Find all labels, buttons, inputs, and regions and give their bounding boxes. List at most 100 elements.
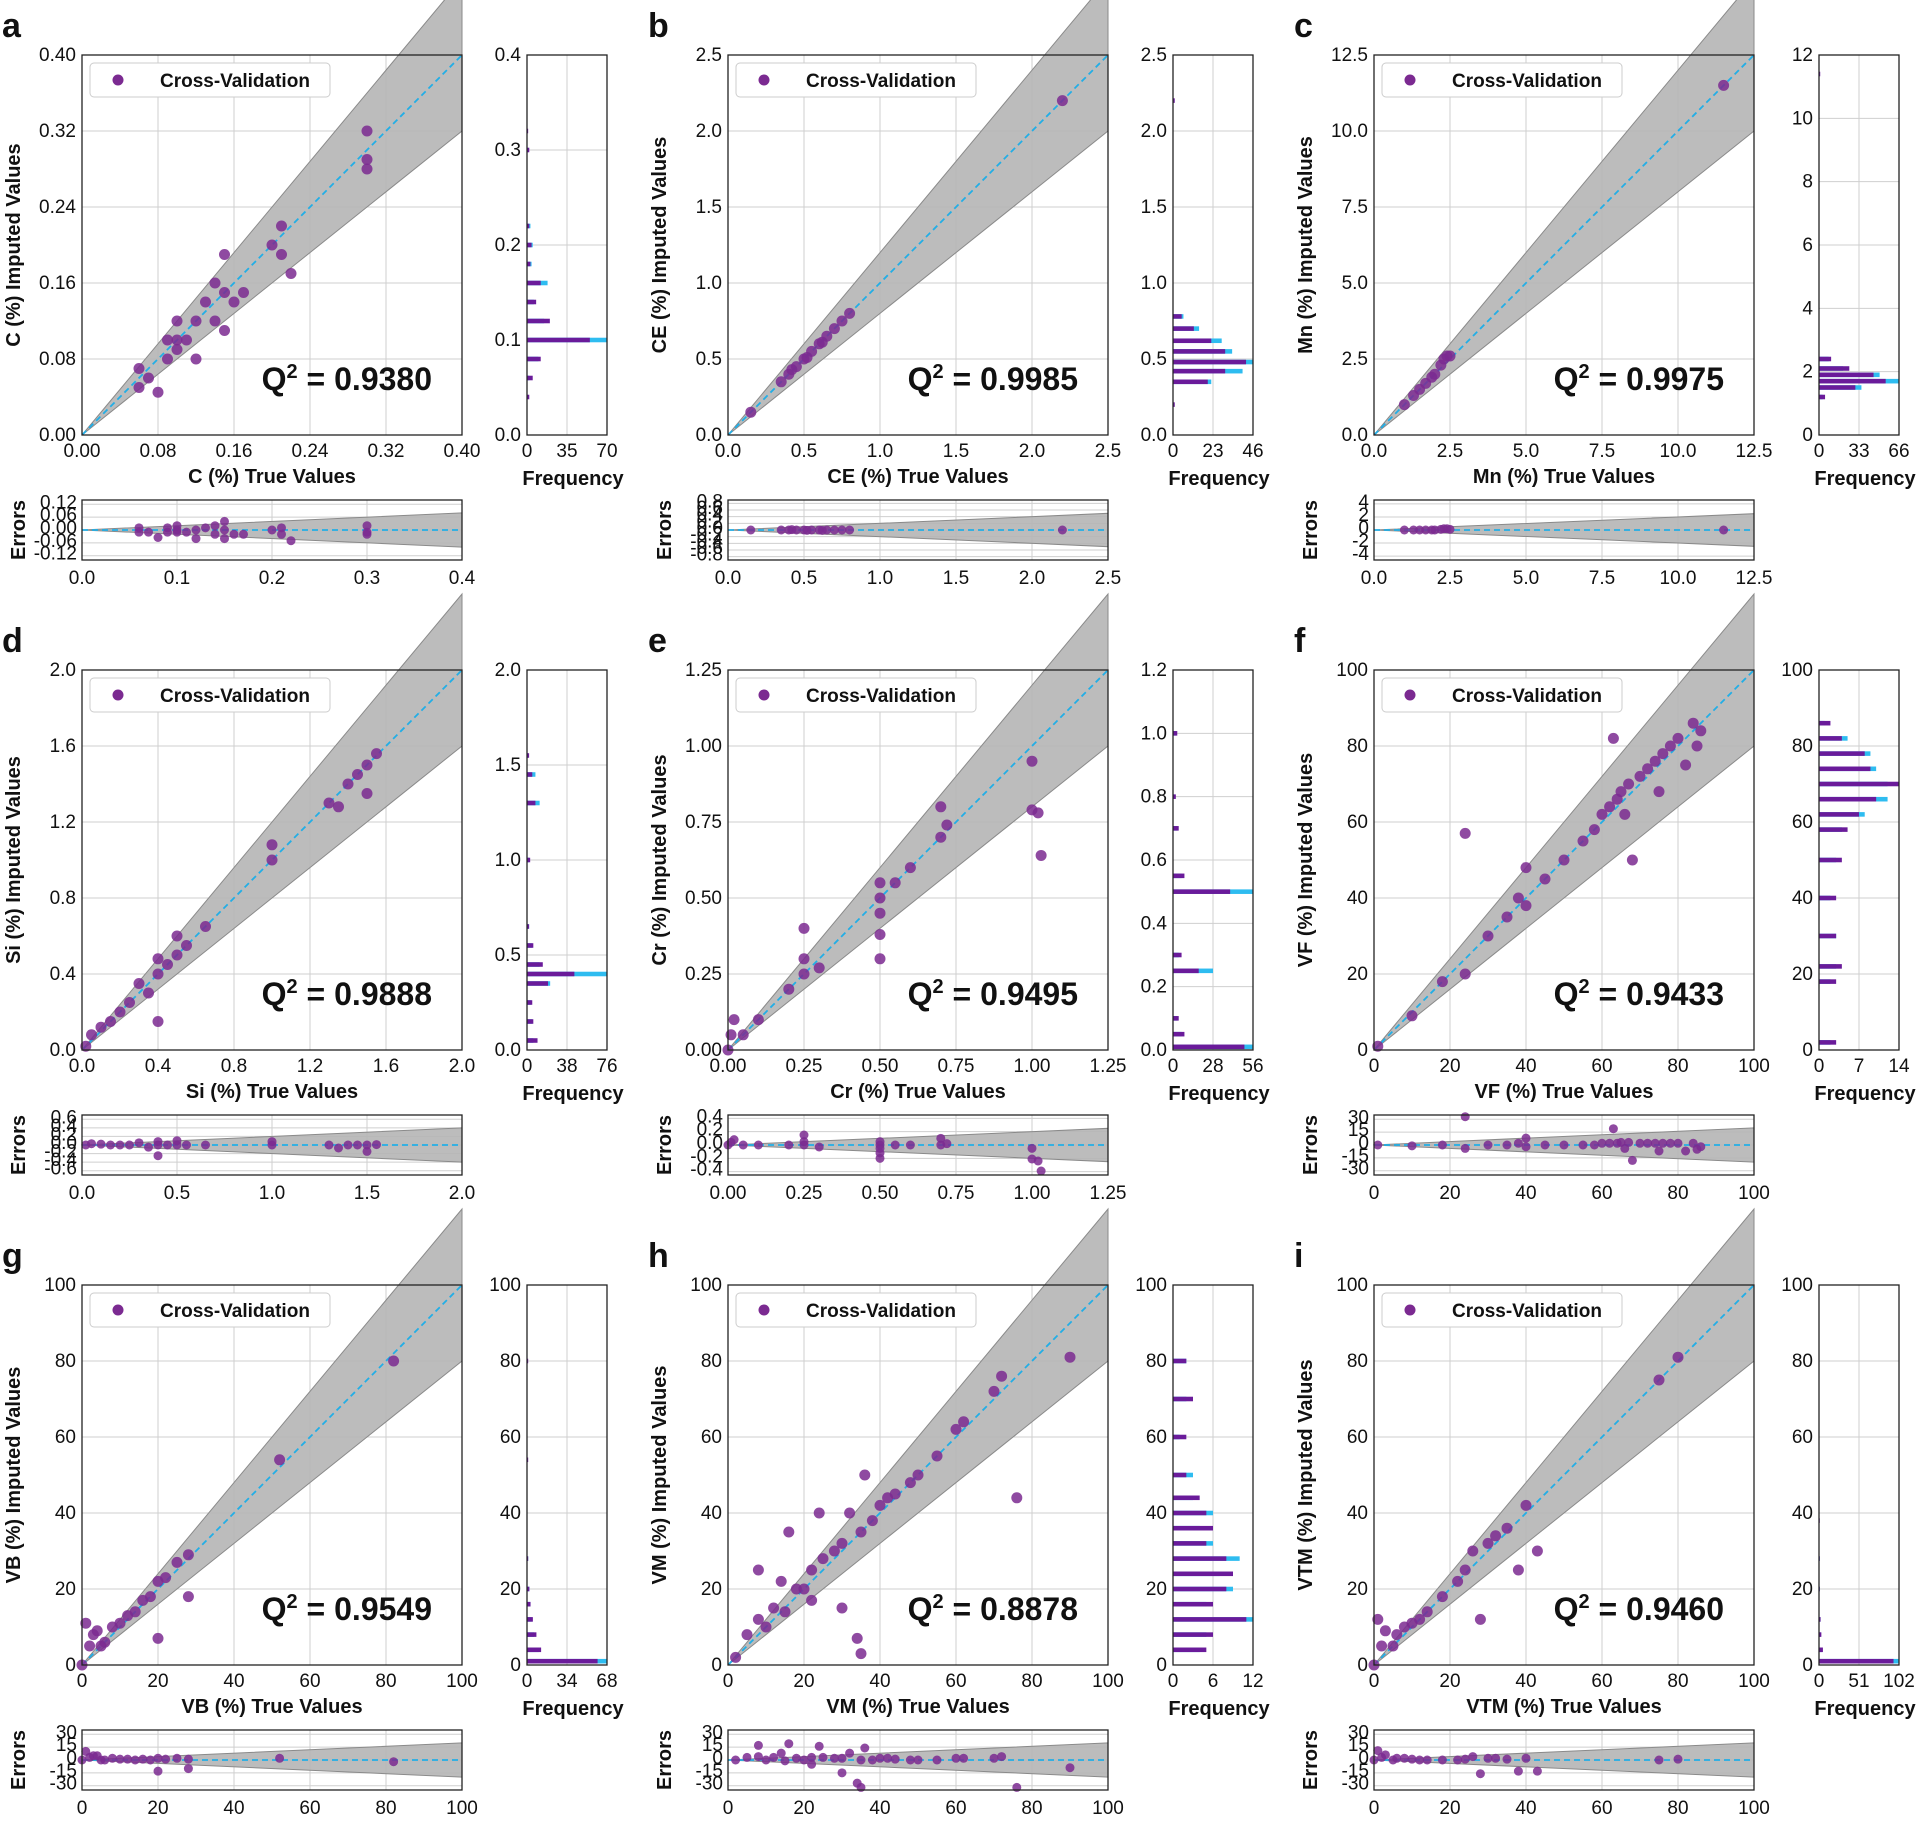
errors-x-tick-label: 40 <box>1515 1183 1536 1204</box>
error-point <box>210 521 220 531</box>
hist-bar-cv <box>1173 1586 1227 1592</box>
q2-value: 0.9495 <box>980 976 1078 1012</box>
error-point <box>1658 1138 1668 1148</box>
panel-letter: h <box>648 1237 669 1275</box>
panel-i: i002020404060608080100100Cross-Validatio… <box>1294 1207 1916 1819</box>
error-point <box>1681 1146 1691 1156</box>
errors-y-tick-label: -0.8 <box>690 545 723 566</box>
error-point <box>1673 1138 1683 1148</box>
y-tick-label: 0.00 <box>685 1040 722 1061</box>
error-point <box>191 534 201 544</box>
data-point <box>171 344 183 355</box>
errors-y-tick-label: 0.06 <box>40 505 77 526</box>
errors-y-tick-label: 0 <box>1358 1133 1369 1154</box>
legend-marker <box>758 689 770 701</box>
error-point <box>890 1754 900 1764</box>
data-point <box>1035 849 1047 861</box>
panel-letter: c <box>1294 7 1313 45</box>
error-point <box>144 1142 153 1152</box>
q2-annotation: Q2 = 0.9433 <box>1554 976 1724 1012</box>
errors-x-tick-label: 0.5 <box>791 568 817 589</box>
data-point <box>266 239 278 251</box>
data-point <box>152 386 164 398</box>
errors-x-tick-label: 0.3 <box>354 568 380 589</box>
error-point <box>753 1140 763 1150</box>
y-tick-label: 40 <box>55 1503 76 1524</box>
hist-bar-cv <box>1173 826 1179 831</box>
hist-frame <box>526 54 608 436</box>
errors-plot: 0.120.060.00-0.06-0.12 0.0 0.1 0.2 0.3 0.4 Err… <box>8 492 476 589</box>
histogram: 0 20 40 60 80 100 0 34 68 Frequency <box>489 1275 624 1720</box>
y-tick-label: 40 <box>701 1503 722 1524</box>
data-point <box>851 1632 863 1644</box>
x-tick-label: 0 <box>1369 1056 1380 1077</box>
data-point <box>1459 968 1471 980</box>
hist-bar-cv <box>1173 1571 1233 1577</box>
hist-frame <box>1818 54 1900 436</box>
panel-h: h002020404060608080100100Cross-Validatio… <box>648 1207 1270 1819</box>
scatter-plot: 0.00.0 0.4 0.4 0.8 0.8 1.2 1.2 1.6 1.6 2.0 2.0 Cros… <box>3 592 475 1103</box>
errors-x-tick-label: 1.00 <box>1014 1183 1051 1204</box>
data-point <box>801 351 813 363</box>
error-point <box>1453 1755 1463 1765</box>
hist-bar-cv <box>1173 1044 1245 1050</box>
hist-bar-cv <box>527 800 536 806</box>
hist-bar-cv <box>527 261 531 267</box>
frequency-label: Frequency <box>522 468 624 490</box>
hist-y-tick-label: 0 <box>1156 1655 1167 1676</box>
histogram: 0.0 0.5 1.0 1.5 2.0 2.5 0 23 46 Frequency <box>1141 45 1271 490</box>
error-point <box>905 1140 915 1150</box>
legend-marker <box>1404 74 1416 86</box>
error-point <box>860 1743 870 1753</box>
error-point <box>100 1755 110 1765</box>
error-point <box>1036 1166 1046 1176</box>
data-point <box>935 831 947 843</box>
hist-bar-cv <box>527 857 531 863</box>
hist-y-tick-label: 0.2 <box>1141 977 1167 998</box>
hist-bar-cv <box>1173 314 1182 319</box>
error-point <box>161 1754 171 1764</box>
error-point <box>1559 1140 1569 1150</box>
errors-x-tick-label: 2.5 <box>1095 568 1121 589</box>
q2-annotation: Q2 = 0.9975 <box>1554 361 1724 397</box>
error-point <box>1491 1753 1501 1763</box>
hist-y-tick-label: 6 <box>1802 235 1813 256</box>
legend-label: Cross-Validation <box>1452 71 1602 92</box>
plot-frame <box>727 1284 1109 1666</box>
hist-bar-cv <box>527 962 543 967</box>
q2-value: 0.9888 <box>334 976 432 1012</box>
x-axis-label: C (%) True Values <box>188 466 356 488</box>
hist-y-tick-label: 8 <box>1802 172 1813 193</box>
data-point <box>181 334 192 346</box>
y-tick-label: 80 <box>701 1351 722 1372</box>
data-point <box>1672 1351 1684 1363</box>
error-point <box>153 1151 163 1161</box>
data-point <box>741 1629 753 1641</box>
hist-bar-cv <box>1173 1632 1213 1637</box>
y-tick-label: 40 <box>1347 1503 1368 1524</box>
errors-y-tick-label: 30 <box>702 1722 723 1743</box>
hist-bar-cv <box>1819 812 1859 817</box>
errors-label: Errors <box>1300 500 1322 560</box>
data-point <box>274 1454 286 1466</box>
hist-y-tick-label: 80 <box>1792 736 1813 757</box>
q2-annotation: Q2 = 0.8878 <box>908 1591 1078 1627</box>
data-point <box>99 1636 111 1648</box>
error-point <box>1399 1753 1409 1763</box>
error-point <box>787 525 797 535</box>
scatter-plot: 0.000.00 0.25 0.25 0.50 0.50 0.75 0.75 1.00 1.00… <box>649 592 1126 1103</box>
data-point <box>1387 1640 1399 1652</box>
errors-x-tick-label: 10.0 <box>1660 568 1697 589</box>
hist-x-tick-label: 28 <box>1202 1056 1223 1077</box>
data-point <box>874 928 886 940</box>
frequency-label: Frequency <box>1814 1083 1916 1105</box>
data-point <box>988 1385 1000 1397</box>
q2-equals: = <box>944 361 980 397</box>
data-point <box>1588 824 1600 836</box>
errors-y-tick-label: 0.12 <box>40 492 77 513</box>
errors-y-tick-label: -30 <box>1342 1774 1369 1795</box>
error-point <box>769 1752 779 1762</box>
error-point <box>742 1752 752 1762</box>
error-point <box>153 1766 163 1776</box>
errors-x-tick-label: 60 <box>1591 1183 1612 1204</box>
